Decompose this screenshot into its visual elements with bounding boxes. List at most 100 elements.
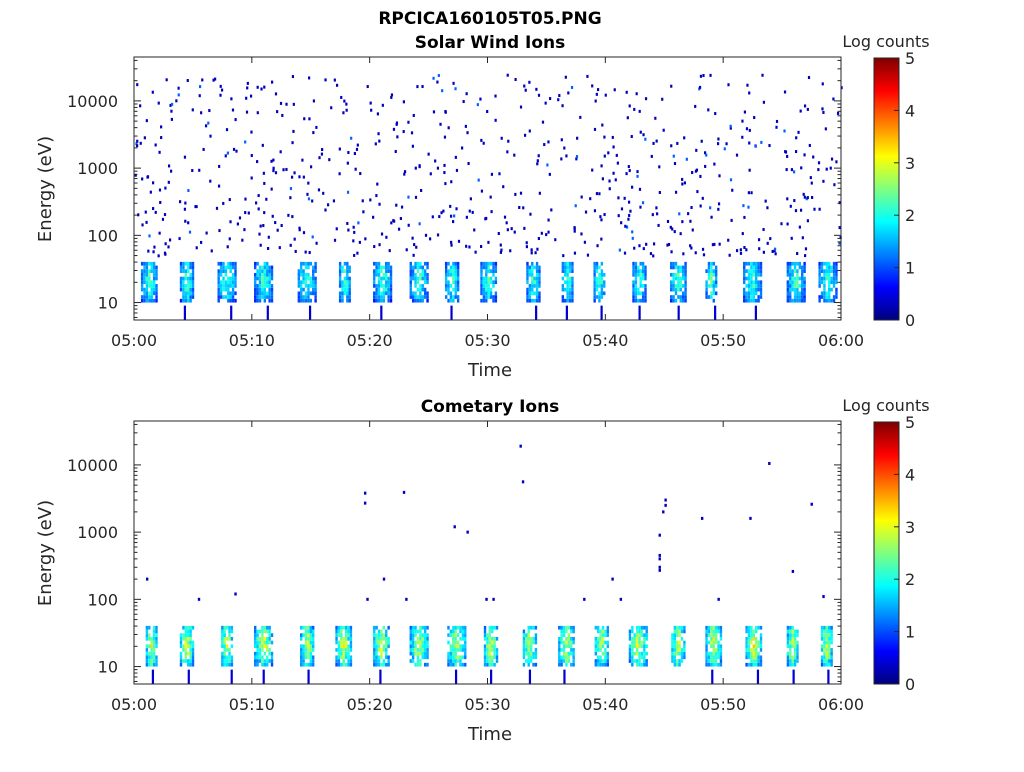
- heatmap-cell: [535, 287, 539, 292]
- heatmap-cell: [302, 295, 305, 299]
- heatmap-cell: [263, 636, 267, 641]
- heatmap-cell: [705, 629, 708, 634]
- heatmap-cell: [570, 625, 573, 630]
- heatmap-cell: [403, 170, 407, 174]
- heatmap-cell: [639, 261, 642, 266]
- heatmap-cell: [799, 109, 802, 113]
- heatmap-cell: [266, 629, 269, 634]
- colorbar-tick-label: 2: [905, 206, 915, 225]
- ion-band: [373, 261, 393, 320]
- heatmap-cell: [705, 269, 708, 273]
- heatmap-cell: [832, 280, 836, 285]
- heatmap-cell: [230, 669, 233, 684]
- heatmap-cell: [152, 250, 155, 254]
- heatmap-cell: [645, 625, 648, 630]
- heatmap-cell: [187, 295, 190, 299]
- heatmap-cell: [549, 97, 552, 101]
- heatmap-cell: [532, 636, 535, 641]
- heatmap-cell: [634, 295, 638, 299]
- heatmap-cell: [256, 298, 259, 303]
- heatmap-cell: [487, 284, 490, 288]
- heatmap-cell: [752, 269, 756, 273]
- heatmap-cell: [766, 241, 769, 245]
- heatmap-cell: [535, 272, 539, 277]
- heatmap-cell: [309, 655, 313, 660]
- heatmap-cell: [709, 73, 712, 77]
- heatmap-cell: [459, 629, 462, 634]
- heatmap-cell: [755, 265, 758, 270]
- heatmap-cell: [187, 633, 190, 637]
- heatmap-cell: [729, 124, 732, 128]
- heatmap-cell: [154, 143, 157, 147]
- heatmap-cell: [820, 276, 824, 281]
- heatmap-cell: [353, 253, 356, 257]
- heatmap-cell: [638, 109, 641, 113]
- heatmap-cell: [332, 199, 336, 203]
- heatmap-cell: [423, 636, 427, 641]
- heatmap-cell: [681, 272, 685, 277]
- heatmap-cell: [271, 214, 274, 218]
- heatmap-cell: [789, 265, 792, 270]
- heatmap-cell: [600, 237, 603, 241]
- heatmap-cell: [342, 636, 345, 641]
- heatmap-cell: [528, 265, 532, 270]
- heatmap-cell: [825, 295, 829, 299]
- heatmap-cell: [606, 625, 609, 630]
- heatmap-cell: [437, 74, 440, 78]
- heatmap-cell: [566, 291, 569, 296]
- heatmap-cell: [449, 265, 453, 270]
- heatmap-cell: [362, 210, 365, 214]
- heatmap-cell: [452, 269, 455, 273]
- heatmap-cell: [747, 298, 751, 303]
- heatmap-cell: [221, 659, 224, 663]
- x-axis-label: Time: [467, 360, 512, 381]
- heatmap-cell: [137, 213, 140, 217]
- heatmap-cell: [491, 648, 494, 652]
- heatmap-cell: [495, 659, 499, 663]
- heatmap-cell: [793, 298, 797, 303]
- heatmap-cell: [279, 101, 283, 105]
- heatmap-cell: [145, 276, 149, 281]
- heatmap-cell: [830, 648, 833, 652]
- heatmap-cell: [338, 261, 342, 266]
- heatmap-cell: [387, 659, 390, 663]
- heatmap-cell: [307, 648, 310, 652]
- heatmap-cell: [309, 644, 313, 649]
- heatmap-cell: [387, 655, 390, 660]
- heatmap-cell: [679, 287, 682, 292]
- heatmap-cell: [184, 272, 188, 277]
- heatmap-cell: [191, 625, 195, 630]
- heatmap-cell: [494, 298, 498, 303]
- heatmap-cell: [534, 640, 538, 645]
- heatmap-cell: [625, 172, 628, 176]
- heatmap-cell: [754, 305, 757, 320]
- heatmap-cell: [485, 276, 488, 281]
- heatmap-cell: [757, 662, 760, 667]
- heatmap-cell: [244, 197, 247, 201]
- heatmap-cell: [560, 655, 563, 660]
- heatmap-cell: [464, 625, 467, 630]
- heatmap-cell: [183, 155, 187, 159]
- heatmap-cell: [482, 287, 486, 292]
- heatmap-cell: [465, 215, 468, 219]
- heatmap-cell: [184, 298, 188, 303]
- heatmap-cell: [373, 629, 376, 634]
- heatmap-cell: [272, 166, 275, 170]
- heatmap-cell: [268, 633, 271, 637]
- heatmap-cell: [824, 127, 827, 131]
- heatmap-cell: [373, 280, 376, 285]
- heatmap-cell: [483, 648, 487, 652]
- heatmap-cell: [309, 625, 313, 630]
- heatmap-cell: [279, 150, 282, 154]
- heatmap-cell: [226, 151, 230, 155]
- heatmap-cell: [595, 269, 599, 273]
- heatmap-cell: [152, 280, 156, 285]
- heatmap-cell: [426, 651, 429, 656]
- panel-title: Solar Wind Ions: [415, 33, 566, 53]
- heatmap-cell: [256, 111, 259, 115]
- heatmap-cell: [410, 131, 414, 135]
- heatmap-cell: [801, 291, 804, 296]
- heatmap-cell: [321, 148, 324, 152]
- heatmap-cell: [528, 80, 531, 84]
- heatmap-cell: [179, 284, 183, 288]
